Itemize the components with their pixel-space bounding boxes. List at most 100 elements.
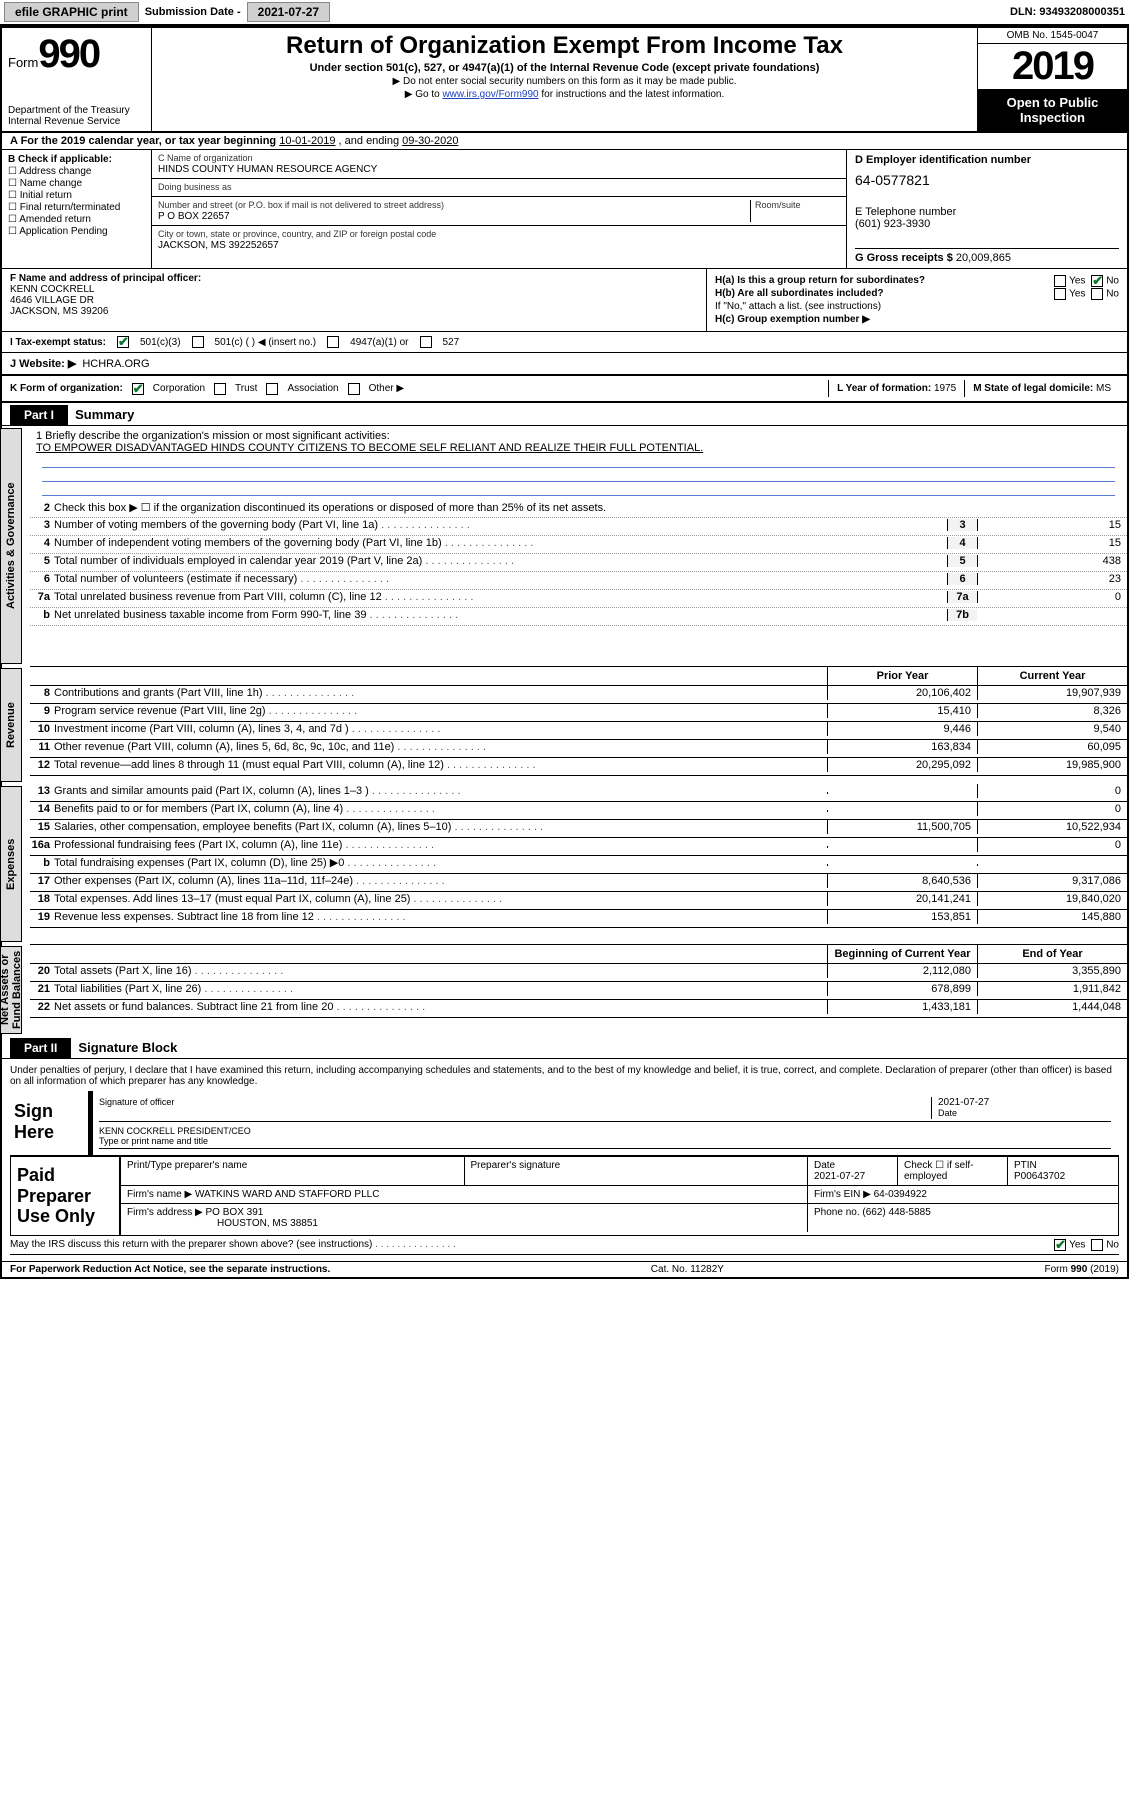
line-4-val: 15 — [977, 537, 1127, 549]
row-desc: Investment income (Part VIII, column (A)… — [54, 723, 827, 735]
box-b: B Check if applicable: ☐ Address change … — [2, 150, 152, 268]
irs-link[interactable]: www.irs.gov/Form990 — [442, 89, 538, 100]
sidetab-net: Net Assets or Fund Balances — [0, 946, 22, 1034]
row-curr: 10,522,934 — [977, 820, 1127, 834]
discuss-yes[interactable] — [1054, 1239, 1066, 1251]
ein-val: 64-0577821 — [855, 172, 1119, 188]
table-row: 13Grants and similar amounts paid (Part … — [30, 784, 1127, 802]
box-f: F Name and address of principal officer:… — [2, 269, 707, 331]
cb-501c3[interactable] — [117, 336, 129, 348]
row-prior: 2,112,080 — [827, 964, 977, 978]
line-7b: Net unrelated business taxable income fr… — [54, 609, 947, 621]
cb-501c[interactable] — [192, 336, 204, 348]
sidetab-revenue: Revenue — [0, 668, 22, 782]
box-h: H(a) Is this a group return for subordin… — [707, 269, 1127, 331]
prep-selfemp[interactable]: Check ☐ if self-employed — [898, 1157, 1008, 1185]
net-header: Beginning of Current YearEnd of Year — [30, 944, 1127, 964]
cb-application-pending[interactable]: ☐ Application Pending — [8, 226, 145, 237]
line-7a-val: 0 — [977, 591, 1127, 603]
cb-name-change[interactable]: ☐ Name change — [8, 178, 145, 189]
part2-tag: Part II — [10, 1038, 71, 1058]
cb-final-return[interactable]: ☐ Final return/terminated — [8, 202, 145, 213]
subdate-button[interactable]: 2021-07-27 — [247, 2, 330, 22]
period-mid: , and ending — [339, 135, 403, 147]
tax-period: A For the 2019 calendar year, or tax yea… — [2, 133, 1127, 150]
row-prior: 20,141,241 — [827, 892, 977, 906]
hb-no[interactable] — [1091, 288, 1103, 300]
row-prior — [827, 864, 977, 866]
row-curr: 0 — [977, 802, 1127, 816]
row-curr — [977, 864, 1127, 866]
opt-527: 527 — [443, 337, 460, 348]
street-val: P O BOX 22657 — [158, 211, 230, 222]
sig-name-lbl: Type or print name and title — [99, 1136, 208, 1146]
table-row: 21Total liabilities (Part X, line 26)678… — [30, 982, 1127, 1000]
opt-4947: 4947(a)(1) or — [350, 337, 408, 348]
dln-value: 93493208000351 — [1039, 6, 1125, 18]
discuss-no[interactable] — [1091, 1239, 1103, 1251]
cb-initial-return[interactable]: ☐ Initial return — [8, 190, 145, 201]
open-to-public: Open to Public Inspection — [978, 89, 1127, 131]
cb-4947[interactable] — [327, 336, 339, 348]
paid-preparer: Paid Preparer Use Only Print/Type prepar… — [10, 1156, 1119, 1236]
pra-notice: For Paperwork Reduction Act Notice, see … — [10, 1264, 330, 1275]
cb-corp[interactable] — [132, 383, 144, 395]
row-desc: Program service revenue (Part VIII, line… — [54, 705, 827, 717]
room-lbl: Room/suite — [755, 200, 801, 210]
cb-other[interactable] — [348, 383, 360, 395]
row-desc: Other expenses (Part IX, column (A), lin… — [54, 875, 827, 887]
subdate-label: Submission Date - — [145, 6, 241, 18]
topbar: efile GRAPHIC print Submission Date - 20… — [0, 0, 1129, 26]
efile-button[interactable]: efile GRAPHIC print — [4, 2, 139, 22]
phone-val: (601) 923-3930 — [855, 218, 1119, 230]
hb-yes[interactable] — [1054, 288, 1066, 300]
row-curr: 19,985,900 — [977, 758, 1127, 772]
org-name-lbl: C Name of organization — [158, 153, 253, 163]
officer-addr1: 4646 VILLAGE DR — [10, 295, 94, 306]
row-prior — [827, 792, 977, 794]
curr-year-head: Current Year — [977, 667, 1127, 685]
prep-date-lbl: Date — [814, 1160, 835, 1171]
form-number-box: Form990 Department of the Treasury Inter… — [2, 28, 152, 131]
cb-527[interactable] — [420, 336, 432, 348]
signature-block: Under penalties of perjury, I declare th… — [2, 1059, 1127, 1261]
ha-no[interactable] — [1091, 275, 1103, 287]
h-b-note: If "No," attach a list. (see instruction… — [715, 301, 1119, 312]
cb-assoc[interactable] — [266, 383, 278, 395]
box-b-title: B Check if applicable: — [8, 154, 112, 165]
form-subtitle: Under section 501(c), 527, or 4947(a)(1)… — [162, 62, 967, 74]
sidetab-expenses: Expenses — [0, 786, 22, 942]
table-row: 14Benefits paid to or for members (Part … — [30, 802, 1127, 820]
h-a: H(a) Is this a group return for subordin… — [715, 275, 925, 286]
cb-trust[interactable] — [214, 383, 226, 395]
cb-address-change[interactable]: ☐ Address change — [8, 166, 145, 177]
section-revenue: Revenue Prior YearCurrent Year 8Contribu… — [2, 666, 1127, 784]
firm-addr-lbl: Firm's address ▶ — [127, 1207, 203, 1218]
table-row: 16aProfessional fundraising fees (Part I… — [30, 838, 1127, 856]
line-5-val: 438 — [977, 555, 1127, 567]
firm-val: WATKINS WARD AND STAFFORD PLLC — [195, 1189, 379, 1200]
dln: DLN: 93493208000351 — [1010, 6, 1125, 18]
tax-status-lbl: I Tax-exempt status: — [10, 337, 106, 348]
form-ref: Form 990 (2019) — [1045, 1264, 1119, 1275]
sig-date-lbl: Date — [938, 1108, 957, 1118]
cb-amended-return[interactable]: ☐ Amended return — [8, 214, 145, 225]
row-prior — [827, 810, 977, 812]
firm-phone-val: (662) 448-5885 — [862, 1207, 930, 1218]
row-curr: 0 — [977, 838, 1127, 852]
table-row: 19Revenue less expenses. Subtract line 1… — [30, 910, 1127, 928]
dept-treasury: Department of the Treasury Internal Reve… — [8, 105, 145, 127]
table-row: 12Total revenue—add lines 8 through 11 (… — [30, 758, 1127, 776]
ha-yes[interactable] — [1054, 275, 1066, 287]
info-grid: B Check if applicable: ☐ Address change … — [2, 150, 1127, 269]
year-formation-lbl: L Year of formation: — [837, 383, 931, 394]
row-prior: 163,834 — [827, 740, 977, 754]
part2-header: Part II Signature Block — [2, 1036, 1127, 1059]
form-header: Form990 Department of the Treasury Inter… — [2, 28, 1127, 133]
h-c: H(c) Group exemption number ▶ — [715, 314, 870, 325]
row-prior: 11,500,705 — [827, 820, 977, 834]
period-a: A For the 2019 calendar year, or tax yea… — [10, 135, 279, 147]
row-prior — [827, 846, 977, 848]
form-title-area: Return of Organization Exempt From Incom… — [152, 28, 977, 131]
row-curr: 0 — [977, 784, 1127, 798]
